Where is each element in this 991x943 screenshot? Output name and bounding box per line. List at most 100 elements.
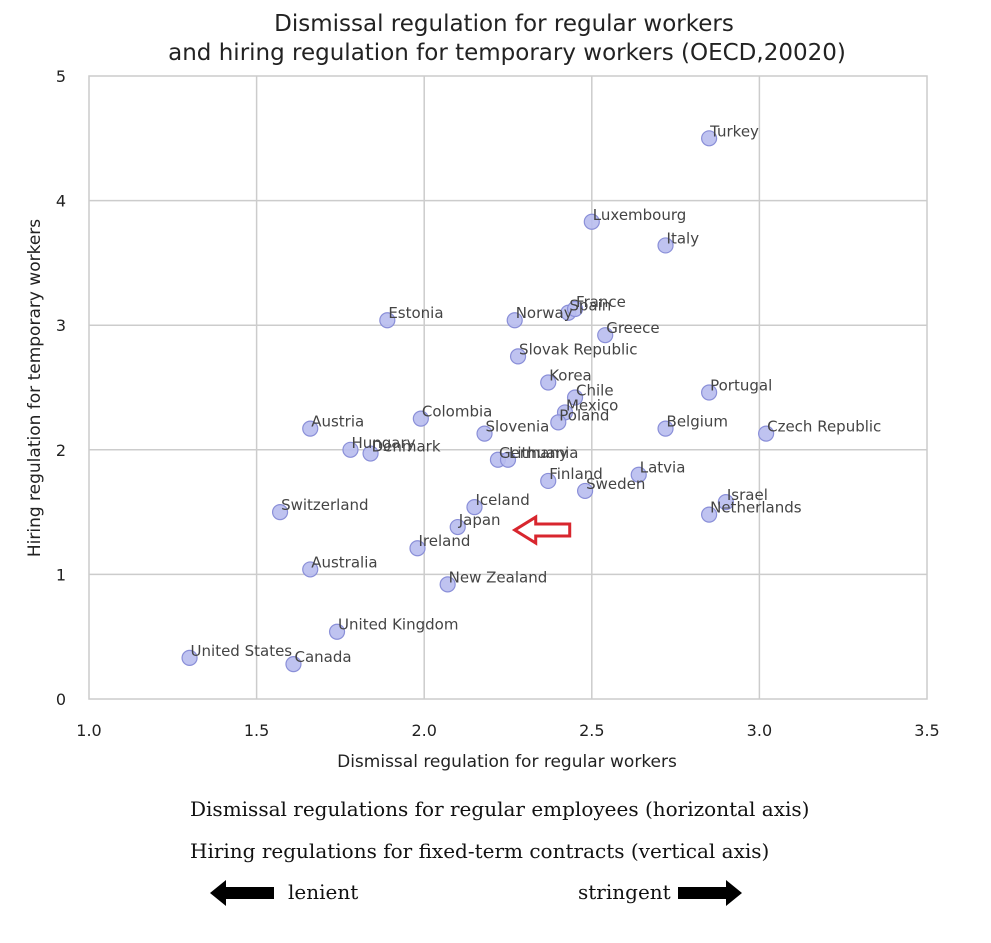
x-tick-label: 3.5 (914, 721, 939, 740)
data-point (509, 348, 527, 365)
data-point-label: New Zealand (449, 568, 548, 586)
data-point-label: Mexico (566, 396, 618, 414)
data-point-label: Ireland (418, 532, 470, 550)
data-point-label: Turkey (709, 122, 759, 140)
data-point (701, 130, 718, 147)
data-point-label: Austria (311, 413, 364, 431)
data-point (285, 656, 302, 673)
data-point-label: Australia (311, 553, 377, 571)
data-point (439, 576, 456, 593)
data-point (506, 312, 523, 329)
data-point (181, 649, 198, 666)
data-point (630, 466, 647, 483)
data-point-label: Finland (549, 465, 603, 483)
data-point (566, 300, 584, 318)
y-tick-label: 4 (56, 192, 66, 211)
data-point (583, 213, 600, 230)
data-point-label: Hungary (351, 434, 415, 452)
data-point-label: Israel (727, 486, 768, 504)
data-point (597, 327, 614, 344)
data-point-label: Canada (294, 648, 351, 666)
data-point-label: Portugal (710, 376, 772, 394)
highlight-arrow-icon (511, 514, 572, 546)
data-point (657, 420, 674, 437)
data-point-label: Latvia (640, 459, 686, 477)
x-axis-label: Dismissal regulation for regular workers (337, 752, 677, 772)
data-point-label: Greece (606, 319, 659, 337)
data-point-label: Norway (516, 304, 573, 322)
data-point (758, 425, 775, 442)
data-point (476, 425, 493, 442)
data-point-label: Korea (549, 367, 592, 385)
data-point-label: Slovenia (486, 418, 550, 436)
x-tick-label: 1.5 (244, 721, 269, 740)
data-point-label: Sweden (586, 475, 645, 493)
data-point (412, 410, 429, 427)
grid-lines (89, 76, 927, 699)
data-point (540, 472, 557, 490)
data-point (657, 237, 674, 254)
data-point-label: Switzerland (281, 496, 369, 514)
y-tick-label: 3 (56, 316, 66, 335)
data-point (466, 499, 483, 516)
y-tick-label: 1 (56, 565, 66, 584)
data-point (328, 623, 346, 640)
data-point (379, 312, 396, 329)
data-point-label: Belgium (667, 413, 729, 431)
data-point-label: France (576, 293, 626, 311)
chart-title-line-2: and hiring regulation for temporary work… (168, 40, 846, 66)
y-tick-label: 5 (56, 67, 66, 86)
data-point-label: Germany (499, 444, 568, 462)
data-point (540, 374, 557, 391)
x-tick-label: 1.0 (76, 721, 101, 740)
data-point-label: United States (191, 642, 293, 660)
y-tick-label: 0 (56, 690, 66, 709)
data-point (566, 389, 584, 406)
data-point (409, 540, 426, 557)
data-point-label: Lithuania (509, 444, 578, 462)
data-point (342, 441, 359, 458)
data-point (302, 561, 319, 578)
stringent-label: stringent (578, 880, 671, 904)
axis-ticks: 1.0 1.5 2.0 2.5 3.0 3.5 0 1 2 3 4 5 (56, 67, 940, 740)
data-point (576, 482, 594, 500)
data-point (302, 420, 319, 437)
data-point-label: Japan (458, 511, 501, 529)
data-point-label: Chile (576, 381, 614, 399)
data-point (717, 494, 734, 511)
x-tick-label: 2.5 (579, 721, 604, 740)
data-point-label: Denmark (372, 438, 441, 456)
data-point-label: Slovak Republic (519, 340, 638, 358)
y-axis-label: Hiring regulation for temporary workers (25, 219, 45, 557)
chart-title-line-1: Dismissal regulation for regular workers (274, 11, 734, 37)
scatter-chart: Dismissal regulation for regular workers… (25, 11, 940, 772)
data-point-label: Iceland (475, 491, 529, 509)
data-point (701, 384, 718, 401)
lenient-label: lenient (288, 880, 359, 904)
left-arrow-icon (210, 880, 274, 906)
x-tick-label: 2.0 (411, 721, 436, 740)
x-tick-label: 3.0 (747, 721, 772, 740)
caption-vertical-axis: Hiring regulations for fixed-term contra… (190, 839, 770, 863)
highlight-annotation (511, 514, 572, 546)
data-point-label: Colombia (422, 403, 493, 421)
data-point-label: Italy (667, 229, 700, 247)
data-point-label: Luxembourg (593, 206, 687, 224)
data-point-label: United Kingdom (338, 616, 458, 634)
data-point (499, 451, 517, 468)
data-point-label: Poland (559, 406, 609, 424)
caption-horizontal-axis: Dismissal regulations for regular employ… (190, 797, 810, 821)
plot-area (88, 75, 928, 700)
data-point-label: Estonia (388, 304, 443, 322)
data-point (271, 503, 289, 521)
data-point (701, 506, 718, 523)
y-tick-label: 2 (56, 441, 66, 460)
data-point (449, 518, 466, 536)
data-point-label: Spain (569, 297, 611, 315)
data-point-label: Czech Republic (767, 418, 881, 436)
data-point (362, 445, 379, 462)
data-point-label: Netherlands (710, 499, 802, 517)
right-arrow-icon (678, 880, 742, 906)
data-points (181, 130, 775, 673)
